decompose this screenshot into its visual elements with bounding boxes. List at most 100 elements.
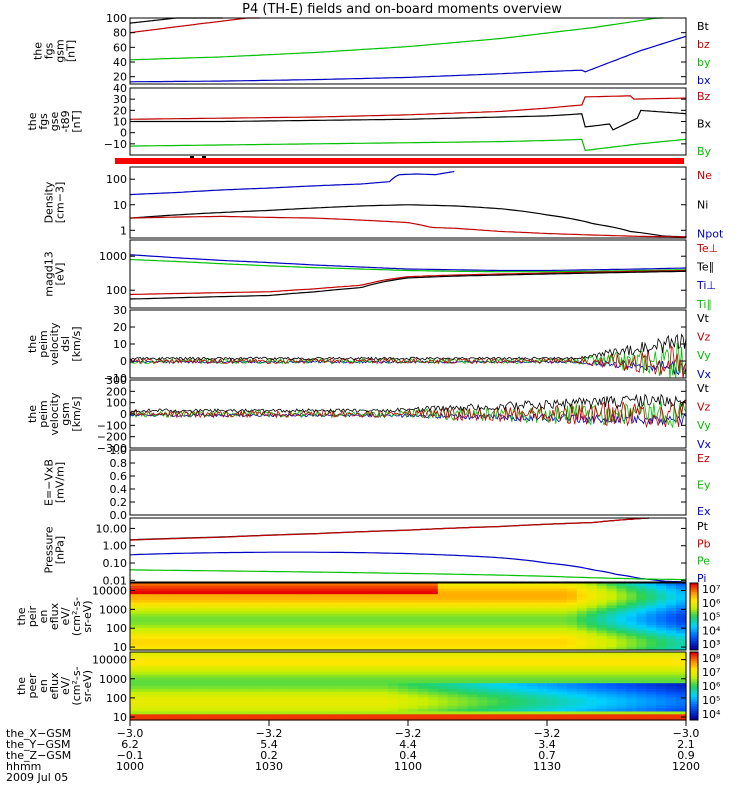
heatmap-cell bbox=[199, 619, 210, 623]
heatmap-cell bbox=[249, 654, 260, 659]
heatmap-cell bbox=[288, 633, 300, 637]
heatmap-cell bbox=[378, 605, 389, 609]
heatmap-cell bbox=[398, 608, 409, 612]
heatmap-cell bbox=[209, 636, 220, 640]
heatmap-cell bbox=[368, 599, 379, 604]
heatmap-cell bbox=[249, 636, 260, 640]
heatmap-cell bbox=[278, 705, 290, 710]
heatmap-cell bbox=[556, 674, 568, 679]
heatmap-cell bbox=[159, 616, 171, 620]
heatmap-cell bbox=[626, 666, 637, 670]
heatmap-cell bbox=[278, 688, 290, 693]
heatmap-cell bbox=[298, 638, 310, 643]
colorbar-cell bbox=[690, 697, 698, 701]
heatmap-cell bbox=[437, 652, 449, 656]
heatmap-cell bbox=[626, 627, 637, 632]
heatmap-cell bbox=[507, 694, 518, 698]
heatmap-cell bbox=[338, 583, 349, 587]
heatmap-cell bbox=[596, 683, 608, 687]
heatmap-cell bbox=[308, 647, 320, 651]
heatmap-cell bbox=[566, 602, 578, 606]
heatmap-cell bbox=[676, 585, 687, 590]
heatmap-cell bbox=[189, 654, 201, 659]
heatmap-cell bbox=[288, 597, 300, 601]
heatmap-cell bbox=[338, 669, 349, 673]
heatmap-cell bbox=[130, 694, 141, 698]
heatmap-cell bbox=[388, 616, 399, 620]
heatmap-cell bbox=[348, 654, 359, 659]
heatmap-cell bbox=[527, 597, 538, 601]
colorbar-label: 10⁶ bbox=[702, 680, 721, 693]
series-Ne bbox=[129, 215, 686, 238]
heatmap-cell bbox=[547, 708, 558, 713]
heatmap-cell bbox=[239, 669, 250, 673]
heatmap-cell bbox=[368, 688, 379, 693]
heatmap-cell bbox=[517, 686, 528, 690]
heatmap-cell bbox=[149, 624, 161, 629]
heatmap-cell bbox=[278, 613, 290, 618]
heatmap-cell bbox=[556, 708, 568, 713]
heatmap-cell bbox=[586, 663, 598, 667]
heatmap-cell bbox=[467, 680, 479, 684]
heatmap-cell bbox=[358, 671, 369, 676]
heatmap-cell bbox=[209, 708, 220, 713]
heatmap-cell bbox=[576, 714, 588, 718]
heatmap-cell bbox=[447, 694, 459, 698]
heatmap-cell bbox=[666, 644, 677, 648]
heatmap-cell bbox=[358, 599, 369, 604]
heatmap-cell bbox=[537, 647, 548, 651]
heatmap-cell bbox=[537, 597, 548, 601]
heatmap-cell bbox=[378, 671, 389, 676]
heatmap-cell bbox=[606, 663, 618, 667]
heatmap-cell bbox=[537, 680, 548, 684]
heatmap-cell bbox=[507, 691, 518, 696]
heatmap-cell bbox=[318, 703, 330, 707]
heatmap-cell bbox=[368, 591, 379, 595]
heatmap-cell bbox=[576, 652, 588, 656]
heatmap-cell bbox=[447, 585, 459, 590]
heatmap-cell bbox=[556, 663, 568, 667]
heatmap-cell bbox=[378, 594, 389, 598]
heatmap-cell bbox=[447, 616, 459, 620]
heatmap-cell bbox=[547, 652, 558, 656]
heatmap-cell bbox=[278, 644, 290, 648]
heatmap-cell bbox=[566, 703, 578, 707]
heatmap-cell bbox=[199, 627, 210, 632]
heatmap-cell bbox=[328, 694, 340, 698]
heatmap-cell bbox=[378, 663, 389, 667]
heatmap-cell bbox=[487, 602, 498, 606]
heatmap-cell bbox=[199, 714, 210, 718]
heatmap-cell bbox=[537, 605, 548, 609]
heatmap-cell bbox=[566, 624, 578, 629]
heatmap-cell bbox=[209, 647, 220, 651]
heatmap-cell bbox=[189, 594, 201, 598]
heatmap-cell bbox=[159, 633, 171, 637]
heatmap-cell bbox=[676, 680, 687, 684]
heatmap-cell bbox=[149, 633, 161, 637]
heatmap-cell bbox=[189, 677, 201, 681]
heatmap-cell bbox=[130, 641, 141, 645]
heatmap-cell bbox=[487, 711, 498, 715]
heatmap-cell bbox=[517, 657, 528, 662]
heatmap-cell bbox=[467, 644, 479, 648]
heatmap-cell bbox=[159, 686, 171, 690]
heatmap-cell bbox=[616, 688, 627, 693]
heatmap-cell bbox=[666, 694, 677, 698]
heatmap-cell bbox=[130, 691, 141, 696]
heatmap-cell bbox=[318, 677, 330, 681]
heatmap-cell bbox=[556, 657, 568, 662]
heatmap-cell bbox=[447, 641, 459, 645]
heatmap-cell bbox=[487, 638, 498, 643]
series-Ti⊥ bbox=[129, 254, 687, 272]
heatmap-cell bbox=[139, 627, 151, 632]
heatmap-cell bbox=[408, 602, 419, 606]
heatmap-cell bbox=[398, 588, 409, 592]
heatmap-cell bbox=[338, 660, 349, 664]
heatmap-cell bbox=[398, 613, 409, 618]
heatmap-cell bbox=[547, 608, 558, 612]
colorbar-cell bbox=[690, 638, 698, 642]
heatmap-cell bbox=[130, 583, 141, 587]
heatmap-cell bbox=[358, 588, 369, 592]
heatmap-cell bbox=[676, 605, 687, 609]
heatmap-cell bbox=[437, 700, 449, 704]
